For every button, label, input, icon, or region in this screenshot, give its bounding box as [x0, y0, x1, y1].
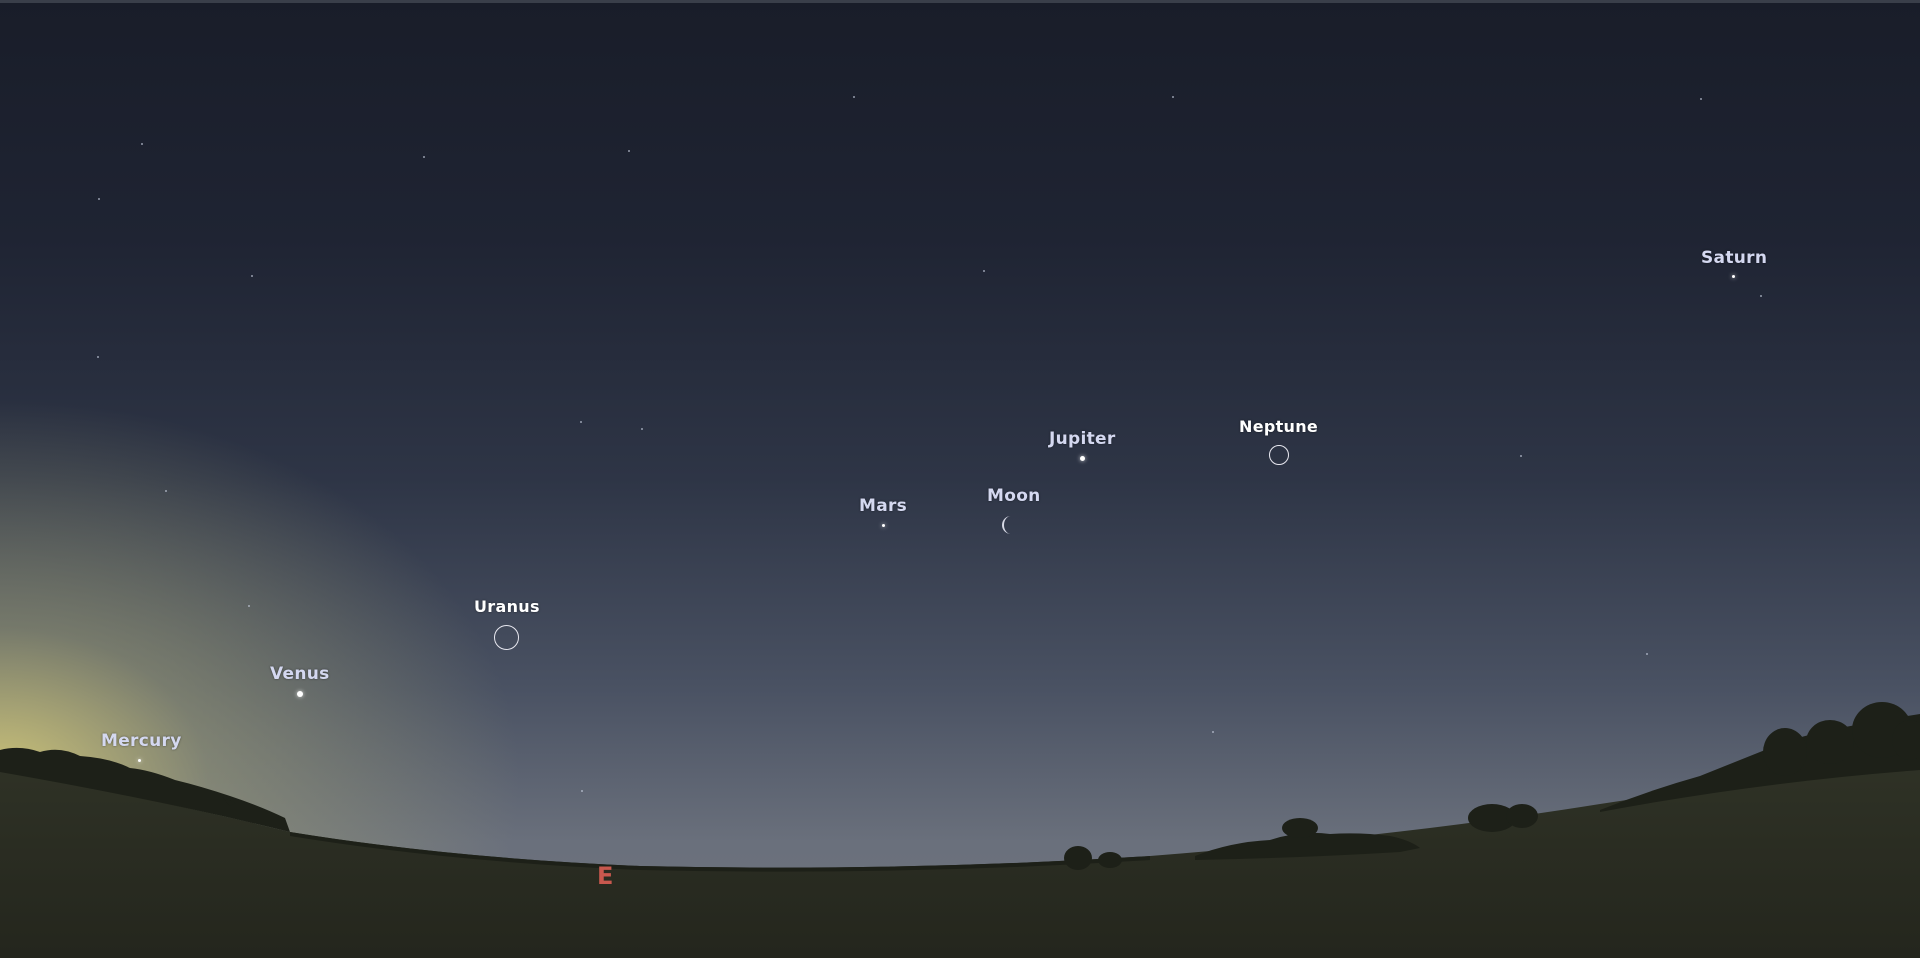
planet-label-mercury[interactable]: Mercury [101, 731, 182, 751]
planet-label-moon[interactable]: Moon [987, 486, 1041, 506]
background-star [1172, 96, 1174, 98]
neptune-ring-marker[interactable] [1269, 445, 1289, 465]
background-star [628, 150, 630, 152]
background-star [98, 198, 100, 200]
background-star [141, 143, 143, 145]
background-star [983, 270, 985, 272]
planet-mercury[interactable] [138, 759, 141, 762]
planet-jupiter[interactable] [1080, 456, 1085, 461]
background-star [1760, 295, 1762, 297]
background-star [1646, 653, 1648, 655]
planet-mars[interactable] [882, 524, 885, 527]
planet-label-mars[interactable]: Mars [859, 496, 908, 516]
background-star [581, 790, 583, 792]
planet-label-saturn[interactable]: Saturn [1701, 248, 1768, 268]
moon-crescent-icon[interactable] [1001, 515, 1017, 535]
background-star [1212, 731, 1214, 733]
background-star [853, 96, 855, 98]
background-star [641, 428, 643, 430]
background-star [423, 156, 425, 158]
planet-label-neptune[interactable]: Neptune [1239, 417, 1319, 436]
background-star [251, 275, 253, 277]
planet-venus[interactable] [297, 691, 303, 697]
background-star [248, 605, 250, 607]
top-edge-bar [0, 0, 1920, 3]
planet-label-uranus[interactable]: Uranus [474, 597, 540, 616]
background-star [1520, 455, 1522, 457]
background-star [97, 356, 99, 358]
planet-label-venus[interactable]: Venus [270, 664, 330, 684]
uranus-ring-marker[interactable] [494, 625, 519, 650]
planet-label-jupiter[interactable]: Jupiter [1049, 429, 1116, 449]
background-star [580, 421, 582, 423]
background-star [165, 490, 167, 492]
planet-saturn[interactable] [1732, 275, 1735, 278]
background-star [1700, 98, 1702, 100]
cardinal-east-marker: E [597, 862, 614, 890]
